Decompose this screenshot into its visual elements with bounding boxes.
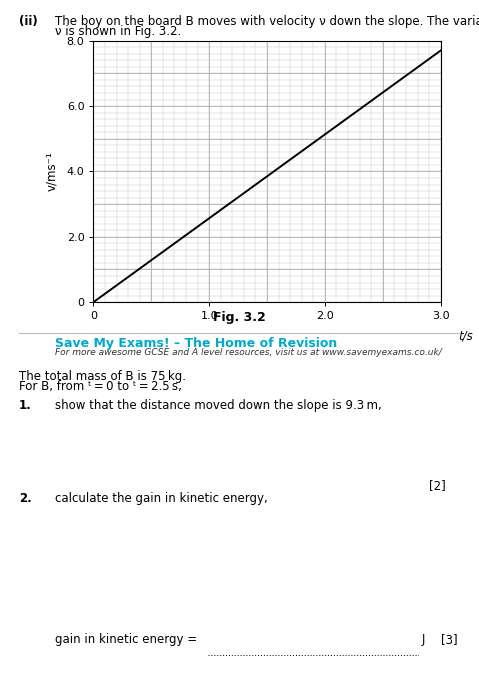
Text: show that the distance moved down the slope is 9.3 m,: show that the distance moved down the sl…	[55, 399, 382, 411]
Text: For more awesome GCSE and A level resources, visit us at www.savemyexams.co.uk/: For more awesome GCSE and A level resour…	[55, 348, 442, 357]
Text: J: J	[422, 634, 425, 646]
Text: calculate the gain in kinetic energy,: calculate the gain in kinetic energy,	[55, 492, 268, 505]
Text: gain in kinetic energy =: gain in kinetic energy =	[55, 634, 197, 646]
Text: [3]: [3]	[441, 634, 457, 646]
Text: Fig. 3.2: Fig. 3.2	[213, 311, 266, 324]
Text: The total mass of B is 75 kg.: The total mass of B is 75 kg.	[19, 370, 186, 383]
Text: 2.: 2.	[19, 492, 32, 505]
Text: (ii): (ii)	[19, 15, 38, 28]
Text: The boy on the board B moves with velocity ν down the slope. The variation with : The boy on the board B moves with veloci…	[55, 15, 479, 28]
Text: [2]: [2]	[429, 479, 445, 492]
Text: 1.: 1.	[19, 399, 32, 411]
Text: Save My Exams! – The Home of Revision: Save My Exams! – The Home of Revision	[55, 337, 337, 350]
Y-axis label: v/ms⁻¹: v/ms⁻¹	[46, 151, 58, 191]
Text: For B, from ᵗ = 0 to ᵗ = 2.5 s,: For B, from ᵗ = 0 to ᵗ = 2.5 s,	[19, 380, 182, 393]
Text: t/s: t/s	[458, 330, 473, 343]
Text: ν is shown in Fig. 3.2.: ν is shown in Fig. 3.2.	[55, 25, 182, 38]
